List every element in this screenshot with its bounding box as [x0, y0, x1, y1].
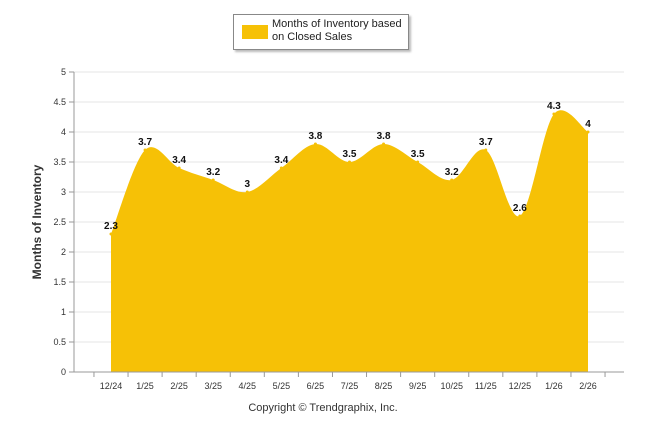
series-area	[109, 110, 590, 372]
data-label: 3.8	[308, 131, 322, 142]
data-label: 3.4	[172, 155, 186, 166]
data-point	[211, 178, 215, 182]
y-tick-label: 4	[61, 127, 66, 137]
data-label: 3.5	[411, 149, 425, 160]
data-label: 3.7	[479, 137, 493, 148]
data-label: 3.2	[445, 167, 459, 178]
data-label: 3.7	[138, 137, 152, 148]
data-label: 3.4	[274, 155, 288, 166]
data-label: 3	[245, 179, 251, 190]
data-point	[552, 112, 556, 116]
y-tick-label: 0	[61, 367, 66, 377]
y-tick-label: 1.5	[53, 277, 66, 287]
data-point	[143, 148, 147, 152]
x-tick-label: 1/25	[136, 381, 154, 391]
data-point	[177, 166, 181, 170]
data-label: 4.3	[547, 101, 561, 112]
data-label: 4	[585, 119, 591, 130]
x-tick-label: 10/25	[440, 381, 463, 391]
axes: 0 0.5 1 1.5 2 2.5 3 3.5 4 4.5 5 12/24 1/25 2/25 3/25 4/…	[53, 67, 624, 391]
y-tick-label: 3	[61, 187, 66, 197]
x-tick-label: 11/25	[475, 381, 497, 391]
series-area-fill	[111, 110, 588, 372]
data-point	[484, 148, 488, 152]
x-tick-label: 2/25	[170, 381, 188, 391]
data-labels: 2.3 3.7 3.4 3.2 3 3.4 3.8 3.5 3.8 3.5 3.2 3.7 2.6 4.3…	[104, 101, 591, 232]
data-label: 3.5	[343, 149, 357, 160]
data-point	[279, 166, 283, 170]
x-tick-label: 9/25	[409, 381, 427, 391]
x-tick-label: 12/25	[509, 381, 532, 391]
x-tick-label: 6/25	[307, 381, 325, 391]
legend-swatch	[242, 25, 268, 39]
x-tick-label: 7/25	[341, 381, 359, 391]
data-label: 3.8	[377, 131, 391, 142]
data-point	[586, 130, 590, 134]
data-point	[382, 142, 386, 146]
legend-label: Months of Inventory based on Closed Sale…	[272, 18, 402, 43]
y-tick-label: 4.5	[53, 97, 66, 107]
data-point	[313, 142, 317, 146]
copyright-footer: Copyright © Trendgraphix, Inc.	[248, 402, 398, 414]
x-tick-label: 1/26	[545, 381, 563, 391]
data-point	[518, 214, 522, 218]
y-tick-label: 3.5	[53, 157, 66, 167]
x-tick-label: 12/24	[100, 381, 123, 391]
x-tick-label: 2/26	[579, 381, 597, 391]
x-tick-label: 4/25	[239, 381, 257, 391]
x-tick-label: 3/25	[204, 381, 222, 391]
data-label: 2.6	[513, 203, 527, 214]
y-tick-label: 5	[61, 67, 66, 77]
data-point	[109, 232, 113, 236]
y-tick-label: 2.5	[53, 217, 66, 227]
data-label: 3.2	[206, 167, 220, 178]
data-point	[450, 178, 454, 182]
data-point	[245, 190, 249, 194]
data-point	[348, 160, 351, 164]
x-tick-label: 5/25	[273, 381, 291, 391]
legend: Months of Inventory based on Closed Sale…	[233, 14, 409, 50]
data-label: 2.3	[104, 221, 118, 232]
y-tick-label: 0.5	[53, 337, 66, 347]
y-axis-title: Months of Inventory	[30, 164, 44, 280]
y-tick-label: 1	[61, 307, 66, 317]
data-point	[416, 160, 420, 164]
y-tick-label: 2	[61, 247, 66, 257]
x-tick-label: 8/25	[375, 381, 393, 391]
